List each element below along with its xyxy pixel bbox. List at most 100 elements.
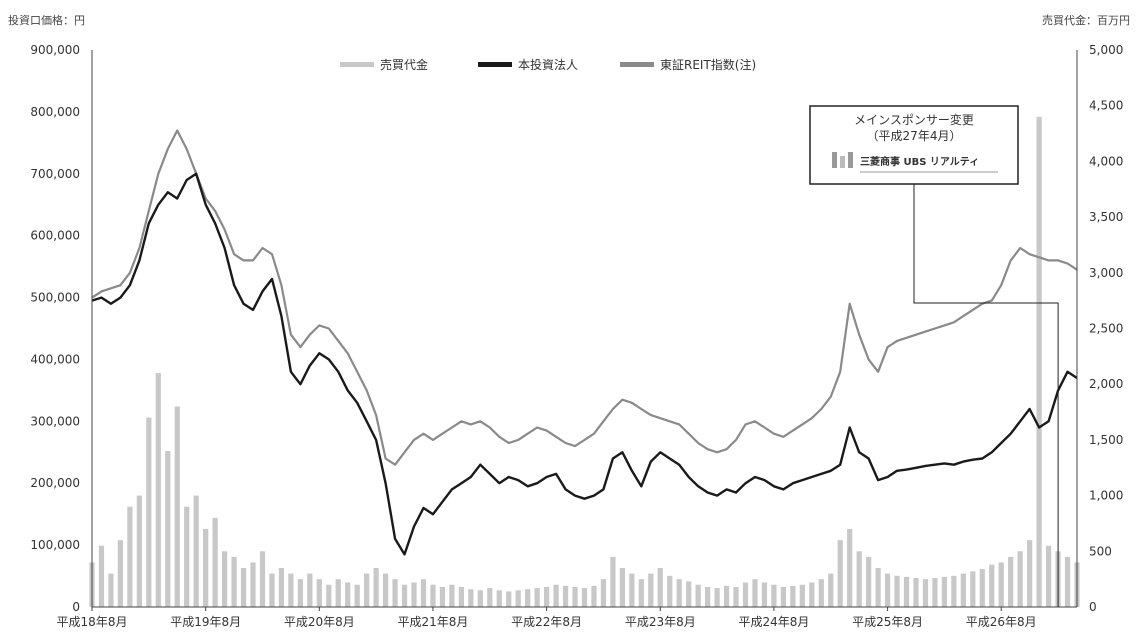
right-tick-labels: 0 500 1,000 1,500 2,000 2,500 3,000 3,500 4,000 4… bbox=[1089, 43, 1123, 614]
volume-bar bbox=[799, 584, 805, 607]
sponsor-logo: 三菱商事 UBS リアルティ bbox=[832, 152, 998, 173]
volume-bar bbox=[903, 576, 910, 607]
right-axis-unit-label: 売買代金：百万円 bbox=[1042, 13, 1130, 27]
volume-bar bbox=[686, 581, 692, 607]
volume-bar bbox=[515, 590, 521, 607]
legend-label-reit: 東証REIT指数(注) bbox=[660, 57, 756, 72]
volume-bar bbox=[894, 575, 900, 607]
x-tick-label: 平成24年8月 bbox=[738, 615, 809, 629]
volume-bar bbox=[1036, 116, 1042, 607]
volume-bar bbox=[714, 588, 720, 607]
volume-bar bbox=[203, 529, 209, 607]
volume-bar bbox=[420, 579, 427, 607]
volume-bar bbox=[970, 571, 976, 607]
volume-bar bbox=[240, 568, 247, 607]
x-tick-label: 平成22年8月 bbox=[511, 615, 582, 629]
volume-bar bbox=[250, 562, 256, 607]
left-tick-label: 900,000 bbox=[30, 43, 80, 57]
right-tick-label: 3,500 bbox=[1089, 210, 1123, 224]
right-tick-label: 500 bbox=[1089, 544, 1112, 558]
volume-bar bbox=[837, 540, 843, 607]
callout-box bbox=[809, 105, 1019, 185]
volume-bar bbox=[364, 573, 370, 607]
axes-group bbox=[91, 50, 1078, 608]
volume-bar bbox=[562, 585, 569, 607]
volume-bar bbox=[165, 451, 171, 607]
volume-bar bbox=[960, 573, 966, 607]
volume-bar bbox=[742, 582, 749, 607]
volume-bar bbox=[392, 579, 398, 607]
sponsor-change-callout: メインスポンサー変更 （平成27年4月） 三菱商事 UBS リアルティ bbox=[809, 105, 1059, 607]
legend-swatch-reit bbox=[620, 62, 654, 67]
volume-bar bbox=[449, 584, 455, 607]
x-tick-label: 平成23年8月 bbox=[625, 615, 696, 629]
volume-bar bbox=[487, 588, 493, 607]
volume-bar bbox=[695, 584, 701, 607]
callout-title-line2: （平成27年4月） bbox=[867, 129, 962, 143]
x-tick-label: 平成26年8月 bbox=[966, 615, 1037, 629]
volume-bar bbox=[221, 551, 228, 607]
volume-bar bbox=[676, 579, 682, 607]
x-tick-label: 平成18年8月 bbox=[57, 615, 128, 629]
x-tick-label: 平成21年8月 bbox=[398, 615, 469, 629]
volume-bar bbox=[941, 576, 948, 607]
volume-bar bbox=[506, 591, 512, 607]
volume-bar bbox=[259, 551, 266, 607]
volume-bar bbox=[544, 586, 550, 607]
volume-bar bbox=[818, 579, 824, 607]
series-lines-group bbox=[91, 129, 1078, 556]
volume-bar bbox=[496, 590, 502, 607]
legend-label-price: 本投資法人 bbox=[518, 57, 578, 72]
volume-bar bbox=[572, 586, 578, 607]
left-tick-label: 500,000 bbox=[30, 291, 80, 305]
volume-bar bbox=[401, 584, 408, 607]
volume-bar bbox=[326, 584, 332, 607]
volume-bar bbox=[458, 586, 464, 607]
volume-bar bbox=[989, 564, 995, 607]
volume-bar bbox=[771, 584, 777, 607]
volume-bar bbox=[184, 506, 190, 607]
volume-bar bbox=[638, 579, 644, 607]
volume-bar bbox=[856, 551, 862, 607]
volume-bar bbox=[1064, 556, 1071, 607]
left-tick-label: 100,000 bbox=[30, 538, 80, 552]
volume-bar bbox=[875, 568, 881, 607]
right-tick-label: 1,500 bbox=[1089, 433, 1123, 447]
sponsor-logo-text: 三菱商事 UBS リアルティ bbox=[860, 155, 979, 168]
volume-bar bbox=[146, 417, 152, 607]
volume-bar bbox=[1008, 556, 1014, 607]
volume-bar bbox=[430, 584, 436, 607]
right-tick-label: 2,000 bbox=[1089, 377, 1123, 391]
volume-bar bbox=[1017, 551, 1023, 607]
right-tick-label: 4,500 bbox=[1089, 99, 1123, 113]
x-tick-label: 平成20年8月 bbox=[284, 615, 355, 629]
left-tick-labels: 0 100,000 200,000 300,000 400,000 500,000 600,… bbox=[30, 43, 80, 614]
volume-bar bbox=[828, 573, 834, 607]
right-tick-label: 2,500 bbox=[1089, 322, 1123, 336]
volume-bar bbox=[477, 590, 483, 607]
volume-bar bbox=[922, 579, 929, 607]
right-tick-label: 5,000 bbox=[1089, 43, 1123, 57]
volume-bar bbox=[600, 579, 607, 607]
callout-leader-line bbox=[913, 184, 1059, 607]
volume-bar bbox=[913, 578, 919, 607]
left-tick-label: 200,000 bbox=[30, 476, 80, 490]
volume-bar bbox=[231, 556, 237, 607]
volume-bar bbox=[723, 585, 730, 607]
unit-price-line bbox=[91, 172, 1078, 556]
volume-bar bbox=[780, 586, 786, 607]
volume-bar bbox=[553, 584, 559, 607]
volume-bar bbox=[155, 373, 161, 607]
volume-bar bbox=[951, 575, 957, 607]
left-axis-unit-label: 投資口価格：円 bbox=[8, 13, 85, 27]
left-tick-label: 800,000 bbox=[30, 105, 80, 119]
volume-bar bbox=[269, 573, 275, 607]
logo-mark-bar3 bbox=[848, 152, 853, 168]
volume-bar bbox=[98, 545, 105, 607]
volume-bar bbox=[136, 495, 142, 607]
volume-bar bbox=[525, 589, 531, 607]
volume-bar bbox=[439, 586, 446, 607]
volume-bar bbox=[866, 556, 872, 607]
legend-label-volume: 売買代金 bbox=[380, 57, 428, 72]
